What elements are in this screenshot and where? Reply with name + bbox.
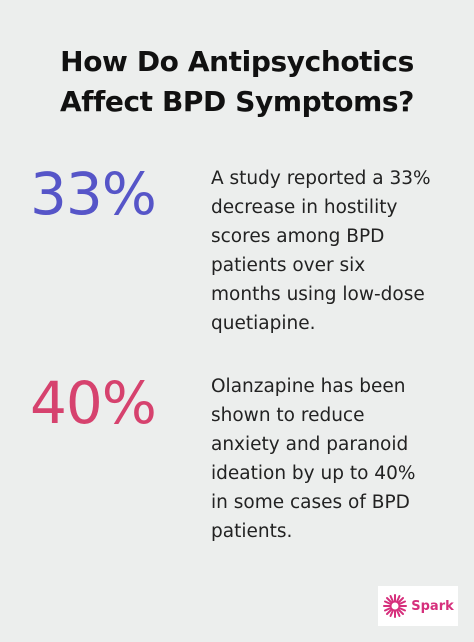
logo-text: Spark (411, 598, 454, 614)
description-line: scores among BPD (211, 226, 385, 247)
description-line: ideation by up to 40% (211, 463, 416, 484)
description-line: quetiapine. (211, 313, 316, 334)
description-line: months using low-dose (211, 284, 425, 305)
stat-description-33: A study reported a 33% decrease in hosti… (211, 164, 456, 338)
stat-value-40: 40% (30, 369, 157, 437)
page-title: How Do Antipsychotics Affect BPD Symptom… (0, 42, 474, 122)
description-line: in some cases of BPD (211, 492, 410, 513)
spark-logo: Spark (378, 586, 458, 626)
title-line-1: How Do Antipsychotics (60, 45, 414, 78)
description-line: decrease in hostility (211, 197, 398, 218)
description-line: anxiety and paranoid (211, 434, 409, 455)
description-line: Olanzapine has been (211, 376, 406, 397)
stat-value-33: 33% (30, 160, 157, 228)
description-line: A study reported a 33% (211, 168, 431, 189)
stat-description-40: Olanzapine has been shown to reduce anxi… (211, 372, 456, 546)
spark-burst-icon (382, 593, 408, 619)
description-line: patients. (211, 521, 293, 542)
title-line-2: Affect BPD Symptoms? (60, 85, 414, 118)
description-line: patients over six (211, 255, 366, 276)
description-line: shown to reduce (211, 405, 365, 426)
